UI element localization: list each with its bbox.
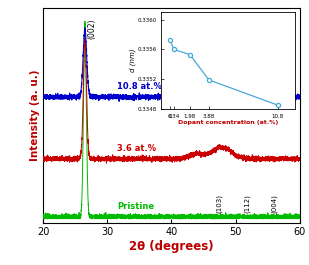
- Text: 3.6 at.%: 3.6 at.%: [117, 144, 156, 153]
- Text: 10.8 at.%: 10.8 at.%: [117, 82, 162, 91]
- Y-axis label: Intensity (a. u.): Intensity (a. u.): [31, 69, 40, 161]
- Text: (103): (103): [216, 194, 223, 213]
- Text: (002): (002): [87, 18, 96, 39]
- X-axis label: 2θ (degrees): 2θ (degrees): [129, 240, 214, 253]
- Text: Pristine: Pristine: [117, 202, 154, 211]
- Text: (112): (112): [244, 194, 250, 213]
- Text: (004): (004): [271, 194, 277, 213]
